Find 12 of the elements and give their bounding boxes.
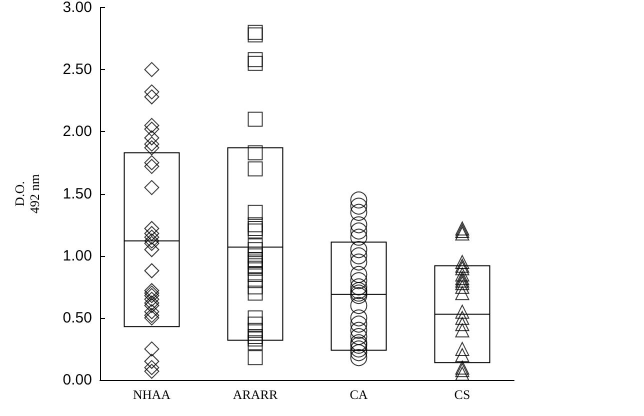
y-tick-label: 0.50 [62, 309, 92, 326]
x-tick-label: CS [454, 387, 470, 402]
y-tick-label: 2.50 [62, 61, 92, 78]
y-tick-label: 0.00 [62, 372, 92, 388]
x-tick-label: NHAA [132, 387, 172, 402]
y-tick-label: 3.00 [62, 0, 92, 16]
y-axis-title: D.O. 492 nm [12, 174, 42, 214]
y-tick-label: 1.50 [62, 185, 92, 202]
x-tick-label: CA [350, 387, 368, 402]
x-tick-label: ARARR [232, 387, 278, 402]
y-tick-label: 2.00 [62, 123, 92, 140]
y-tick-label: 1.00 [62, 247, 92, 264]
